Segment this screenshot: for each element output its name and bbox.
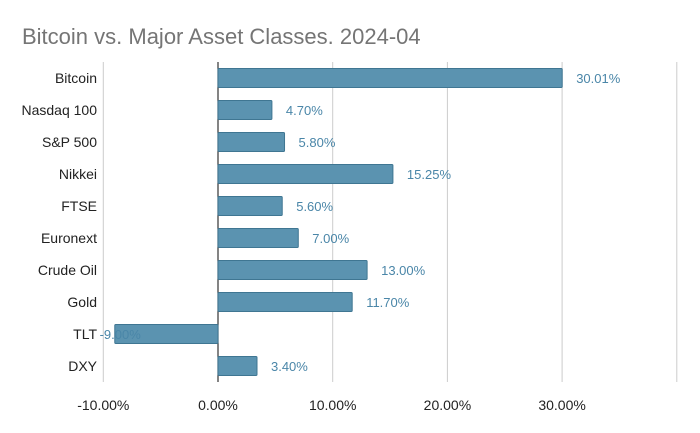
- bar-euronext: [217, 228, 299, 248]
- data-label: 3.40%: [271, 359, 308, 374]
- x-tick-label: 10.00%: [309, 397, 356, 413]
- data-label: 15.25%: [407, 167, 452, 182]
- bar-tlt: [114, 324, 219, 344]
- bars: [114, 68, 563, 376]
- x-axis-ticks: -10.00% 0.00% 10.00% 20.00% 30.00%: [77, 397, 586, 413]
- bar-bitcoin: [217, 68, 563, 88]
- data-label: 7.00%: [312, 231, 349, 246]
- category-label: Nikkei: [59, 166, 97, 182]
- data-label: 5.60%: [296, 199, 333, 214]
- data-label: -9.00%: [100, 327, 142, 342]
- bar-dxy: [217, 356, 258, 376]
- data-label: 4.70%: [286, 103, 323, 118]
- x-tick-label: 20.00%: [424, 397, 471, 413]
- x-tick-label: 30.00%: [538, 397, 585, 413]
- data-label: 30.01%: [576, 71, 621, 86]
- chart-title: Bitcoin vs. Major Asset Classes. 2024-04: [22, 24, 421, 49]
- bar-ftse: [217, 196, 283, 216]
- x-tick-label: -10.00%: [77, 397, 129, 413]
- bar-s-p-500: [217, 132, 286, 152]
- data-label: 5.80%: [299, 135, 336, 150]
- category-label: Euronext: [41, 230, 97, 246]
- bar-crude-oil: [217, 260, 368, 280]
- category-label: Nasdaq 100: [21, 102, 97, 118]
- data-label: 11.70%: [366, 295, 410, 310]
- category-label: S&P 500: [42, 134, 97, 150]
- data-label: 13.00%: [381, 263, 426, 278]
- category-label: Gold: [67, 294, 97, 310]
- x-tick-label: 0.00%: [198, 397, 238, 413]
- bar-gold: [217, 292, 353, 312]
- data-labels: 30.01% 4.70% 5.80% 15.25% 5.60% 7.00% 13.00% 11…: [100, 71, 621, 374]
- category-label: FTSE: [61, 198, 97, 214]
- category-label: Crude Oil: [38, 262, 97, 278]
- category-label: Bitcoin: [55, 70, 97, 86]
- bar-nasdaq-100: [217, 100, 273, 120]
- category-label: DXY: [68, 358, 97, 374]
- category-label: TLT: [73, 326, 97, 342]
- bar-nikkei: [217, 164, 394, 184]
- category-labels: Bitcoin Nasdaq 100 S&P 500 Nikkei FTSE Eurone…: [21, 70, 97, 374]
